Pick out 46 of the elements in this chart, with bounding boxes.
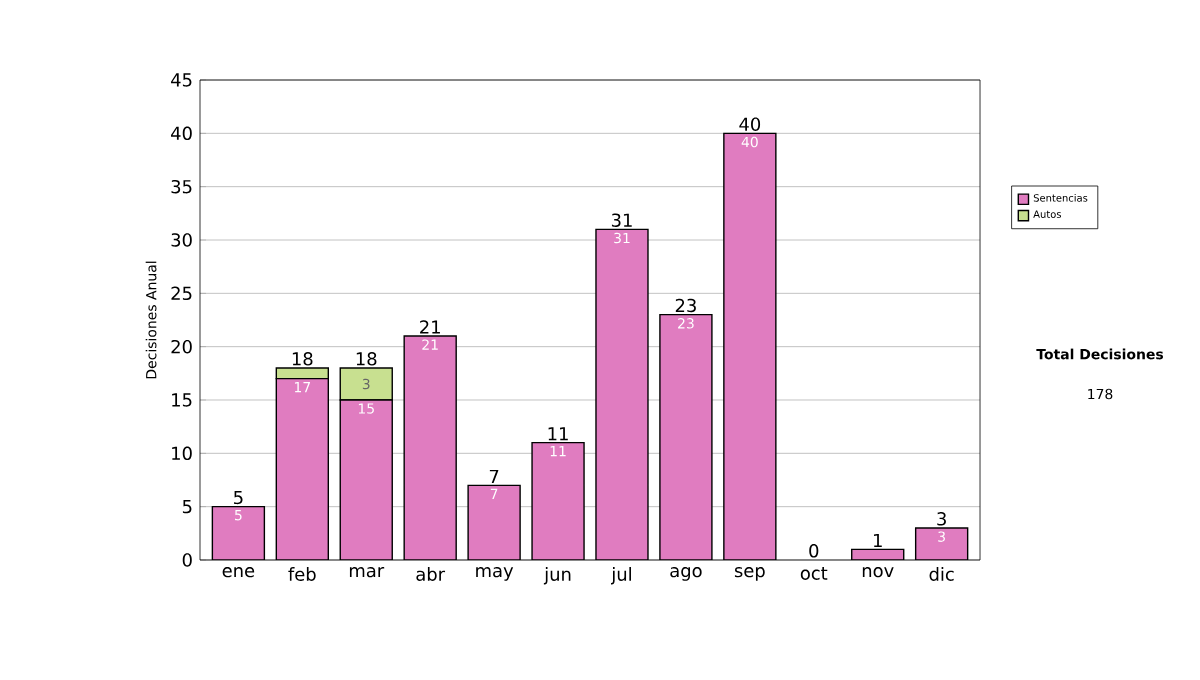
y-tick-label: 10 (172, 446, 192, 461)
y-tick-label: 35 (171, 179, 192, 194)
bar (275, 367, 330, 380)
total-label: 40 (739, 117, 761, 131)
x-tick-label: oct (800, 567, 828, 580)
y-tick-label: 30 (171, 233, 192, 247)
x-tick-label: dic (929, 567, 954, 581)
total-label: 11 (548, 427, 568, 441)
x-tick-label: ene (222, 567, 255, 578)
x-tick-label: nov (862, 567, 894, 578)
x-tick-label: ago (670, 567, 702, 581)
y-tick-label: 15 (172, 393, 192, 407)
total-label: 21 (420, 320, 440, 334)
total-label: 23 (675, 298, 696, 313)
total-label: 3 (937, 512, 946, 526)
bar (723, 133, 776, 560)
x-tick-label: feb (288, 567, 316, 581)
bar (339, 367, 393, 401)
total-label: 18 (292, 352, 313, 366)
x-tick-label: mar (349, 567, 385, 578)
total-label: 1 (873, 533, 882, 547)
bar (212, 506, 265, 560)
y-tick-label: 25 (171, 286, 192, 301)
y-tick-label: 20 (171, 339, 192, 354)
bar (340, 400, 393, 560)
total-label: 7 (489, 469, 499, 483)
y-tick-label: 0 (182, 553, 192, 567)
y-tick-label: 40 (171, 126, 192, 141)
bar (468, 485, 521, 560)
bar (595, 229, 648, 560)
bar (532, 442, 585, 560)
x-tick-label: may (476, 567, 514, 581)
total-label: 18 (356, 352, 377, 366)
total-label: 31 (611, 213, 632, 227)
bar (659, 314, 712, 560)
y-tick-label: 45 (171, 73, 192, 87)
x-tick-label: sep (734, 567, 765, 581)
y-tick-label: 5 (182, 500, 192, 514)
bar (404, 336, 457, 560)
bar (914, 527, 969, 560)
x-tick-label: abr (416, 567, 446, 581)
bar (276, 378, 329, 560)
total-label: 0 (809, 544, 819, 558)
x-tick-label: jun (543, 567, 571, 585)
x-tick-label: jul (611, 567, 631, 585)
total-label: 5 (234, 490, 243, 505)
